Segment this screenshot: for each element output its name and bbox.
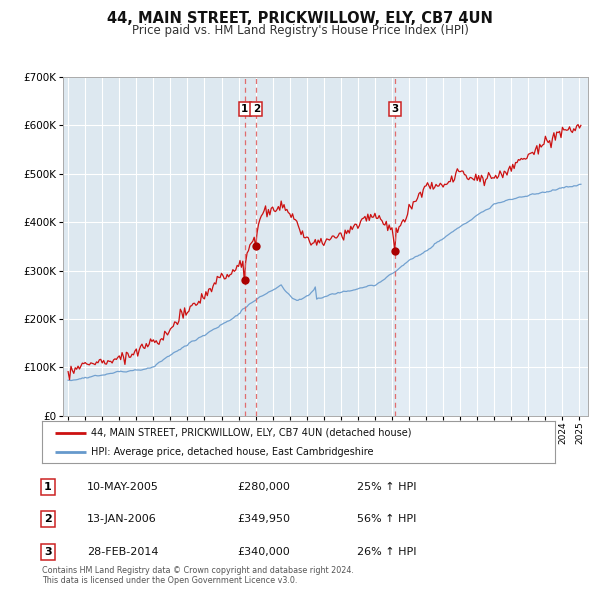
Text: £349,950: £349,950 [237, 514, 290, 524]
Text: 2: 2 [44, 514, 52, 524]
Text: 28-FEB-2014: 28-FEB-2014 [87, 547, 158, 556]
Text: 1: 1 [44, 482, 52, 491]
Text: 44, MAIN STREET, PRICKWILLOW, ELY, CB7 4UN (detached house): 44, MAIN STREET, PRICKWILLOW, ELY, CB7 4… [91, 428, 411, 438]
Text: 10-MAY-2005: 10-MAY-2005 [87, 482, 159, 491]
Text: 26% ↑ HPI: 26% ↑ HPI [357, 547, 416, 556]
Text: 56% ↑ HPI: 56% ↑ HPI [357, 514, 416, 524]
Text: 1: 1 [241, 104, 248, 114]
Text: HPI: Average price, detached house, East Cambridgeshire: HPI: Average price, detached house, East… [91, 447, 373, 457]
Text: 3: 3 [44, 547, 52, 556]
Text: 25% ↑ HPI: 25% ↑ HPI [357, 482, 416, 491]
Text: Contains HM Land Registry data © Crown copyright and database right 2024.
This d: Contains HM Land Registry data © Crown c… [42, 566, 354, 585]
Text: £280,000: £280,000 [237, 482, 290, 491]
Text: 13-JAN-2006: 13-JAN-2006 [87, 514, 157, 524]
Text: 3: 3 [391, 104, 398, 114]
Bar [395, 77, 588, 416]
Text: 44, MAIN STREET, PRICKWILLOW, ELY, CB7 4UN: 44, MAIN STREET, PRICKWILLOW, ELY, CB7 4… [107, 11, 493, 25]
Text: £340,000: £340,000 [237, 547, 290, 556]
Text: Price paid vs. HM Land Registry's House Price Index (HPI): Price paid vs. HM Land Registry's House … [131, 24, 469, 37]
Text: 2: 2 [253, 104, 260, 114]
